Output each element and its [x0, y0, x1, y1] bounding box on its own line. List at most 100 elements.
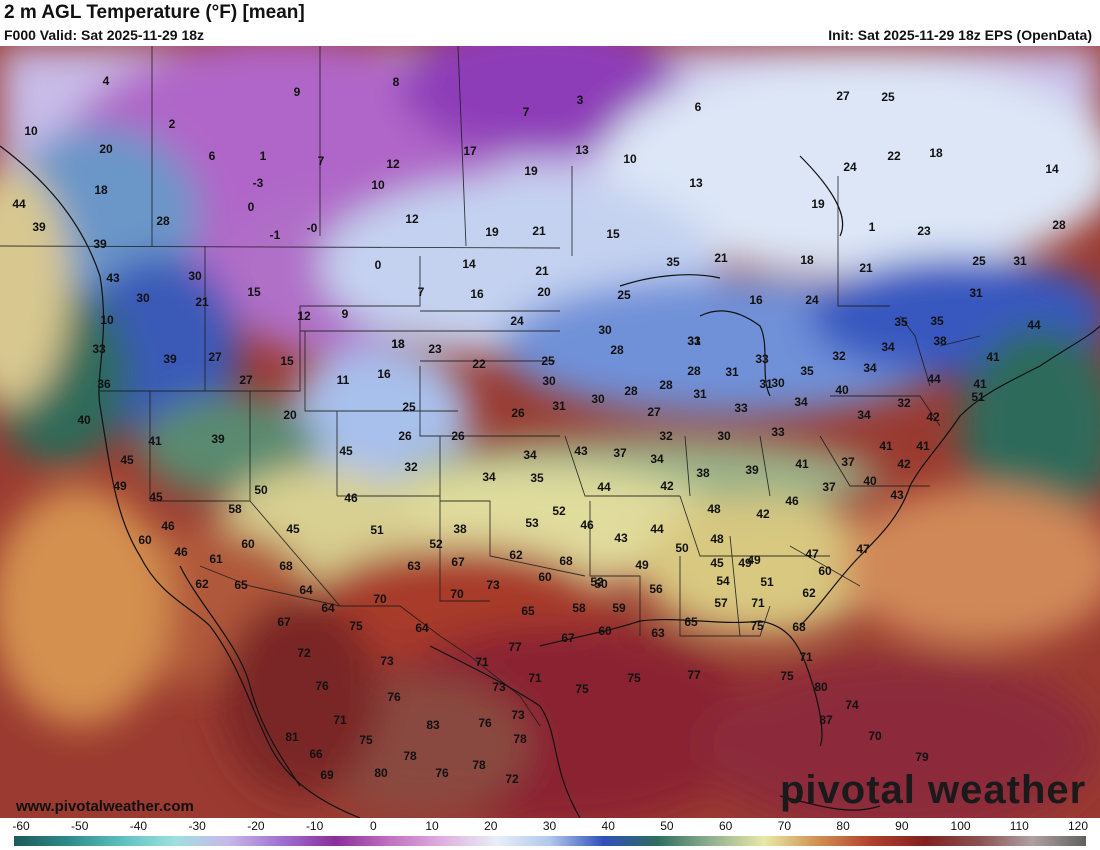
temperature-value: 67 [277, 615, 291, 629]
temperature-value: 32 [832, 349, 846, 363]
temperature-value: 32 [659, 429, 673, 443]
temperature-value: 78 [472, 758, 486, 772]
temperature-map[interactable]: 4 9 8 3 6 27 25 10 2 7 13 10 17 22 18 14 20 6 1 7 12 19 13 24 18… [0, 46, 1100, 818]
temperature-value: 60 [538, 570, 552, 584]
temperature-value: 74 [845, 698, 859, 712]
temperature-value: 31 [969, 286, 983, 300]
temperature-value: 18 [800, 253, 814, 267]
temperature-value: 25 [402, 400, 416, 414]
temperature-value: 41 [916, 439, 930, 453]
temperature-value: 70 [450, 587, 464, 601]
temperature-value: 30 [591, 392, 605, 406]
temperature-value: 10 [371, 178, 385, 192]
temperature-value: 39 [32, 220, 46, 234]
colorbar-tick-label: 50 [660, 819, 674, 833]
temperature-value: 38 [696, 466, 710, 480]
temperature-value: 78 [513, 732, 527, 746]
temperature-value: 37 [822, 480, 836, 494]
temperature-value: 33 [771, 425, 785, 439]
temperature-value: 21 [859, 261, 873, 275]
temperature-field [0, 46, 1100, 818]
temperature-value: 64 [415, 621, 429, 635]
temperature-value: 39 [93, 237, 107, 251]
colorbar-tick-label: 0 [369, 819, 377, 833]
temperature-value: 41 [986, 350, 1000, 364]
temperature-value: 56 [649, 582, 663, 596]
temperature-value: 22 [472, 357, 486, 371]
temperature-value: 15 [280, 354, 294, 368]
temperature-value: 37 [841, 455, 855, 469]
temperature-value: 31 [693, 387, 707, 401]
temperature-value: 49 [738, 556, 752, 570]
coastlines [0, 145, 1100, 818]
temperature-value: 61 [209, 552, 223, 566]
temperature-value: 42 [926, 410, 940, 424]
temperature-value: 30 [717, 429, 731, 443]
temperature-value: 76 [387, 690, 401, 704]
colorbar-gradient [14, 836, 1086, 846]
temperature-value: 71 [333, 713, 347, 727]
colorbar-tick-label: 20 [484, 819, 498, 833]
temperature-value: 68 [792, 620, 806, 634]
temperature-value: 27 [647, 405, 661, 419]
colorbar-tick-label: -20 [247, 819, 265, 833]
temperature-value: 32 [897, 396, 911, 410]
temperature-value: 6 [208, 149, 216, 163]
temperature-value: 45 [286, 522, 300, 536]
temperature-value: 42 [660, 479, 674, 493]
temperature-value: 45 [710, 556, 724, 570]
temperature-value: 60 [818, 564, 832, 578]
temperature-value: 22 [887, 149, 901, 163]
temperature-value: 25 [972, 254, 986, 268]
temperature-value: 9 [293, 85, 301, 99]
temperature-value: 33 [92, 342, 106, 356]
temperature-value: 46 [344, 491, 358, 505]
website-url[interactable]: www.pivotalweather.com [16, 798, 194, 815]
temperature-value: 27 [208, 350, 222, 364]
temperature-value: 28 [624, 384, 638, 398]
temperature-value: 43 [890, 488, 904, 502]
temperature-value: 15 [606, 227, 620, 241]
temperature-value: 34 [881, 340, 895, 354]
temperature-value: 25 [617, 288, 631, 302]
temperature-value: 60 [598, 624, 612, 638]
temperature-value: 87 [819, 713, 833, 727]
temperature-value: 35 [530, 471, 544, 485]
temperature-value: 10 [100, 313, 114, 327]
temperature-value: 71 [475, 655, 489, 669]
valid-time-label: F000 Valid: Sat 2025-11-29 18z [4, 27, 205, 43]
temperature-value: 8 [392, 75, 400, 89]
temperature-value: 12 [405, 212, 419, 226]
colorbar-tick-label: -40 [129, 819, 148, 833]
temperature-value: 24 [510, 314, 524, 328]
temperature-value: 39 [745, 463, 759, 477]
temperature-value: 46 [161, 519, 175, 533]
temperature-value: 75 [780, 669, 794, 683]
temperature-value: 21 [535, 264, 549, 278]
temperature-value: 16 [377, 367, 391, 381]
temperature-value: 44 [650, 522, 664, 536]
temperature-value: 53 [525, 516, 539, 530]
temperature-value: 78 [403, 749, 417, 763]
temperature-value: 49 [113, 479, 127, 493]
temperature-value: 23 [428, 342, 442, 356]
colorbar-tick-label: 60 [718, 819, 733, 833]
colorbar-tick-label: 70 [777, 819, 792, 833]
temperature-value: 58 [572, 601, 586, 615]
temperature-value: 26 [511, 406, 525, 420]
temperature-value: 65 [234, 578, 248, 592]
temperature-value: 75 [349, 619, 363, 633]
temperature-value: 39 [211, 432, 225, 446]
temperature-value: 50 [675, 541, 689, 555]
temperature-value: 27 [239, 373, 253, 387]
temperature-value: 28 [1052, 218, 1066, 232]
temperature-value: 10 [24, 124, 38, 138]
temperature-value: 41 [879, 439, 893, 453]
temperature-value: 30 [771, 376, 785, 390]
temperature-value: 58 [228, 502, 242, 516]
colorbar-tick-label: -60 [12, 819, 30, 833]
temperature-value: 4 [102, 74, 110, 88]
temperature-value: 60 [138, 533, 152, 547]
temperature-value: 30 [188, 269, 202, 283]
temperature-value: 73 [380, 654, 394, 668]
